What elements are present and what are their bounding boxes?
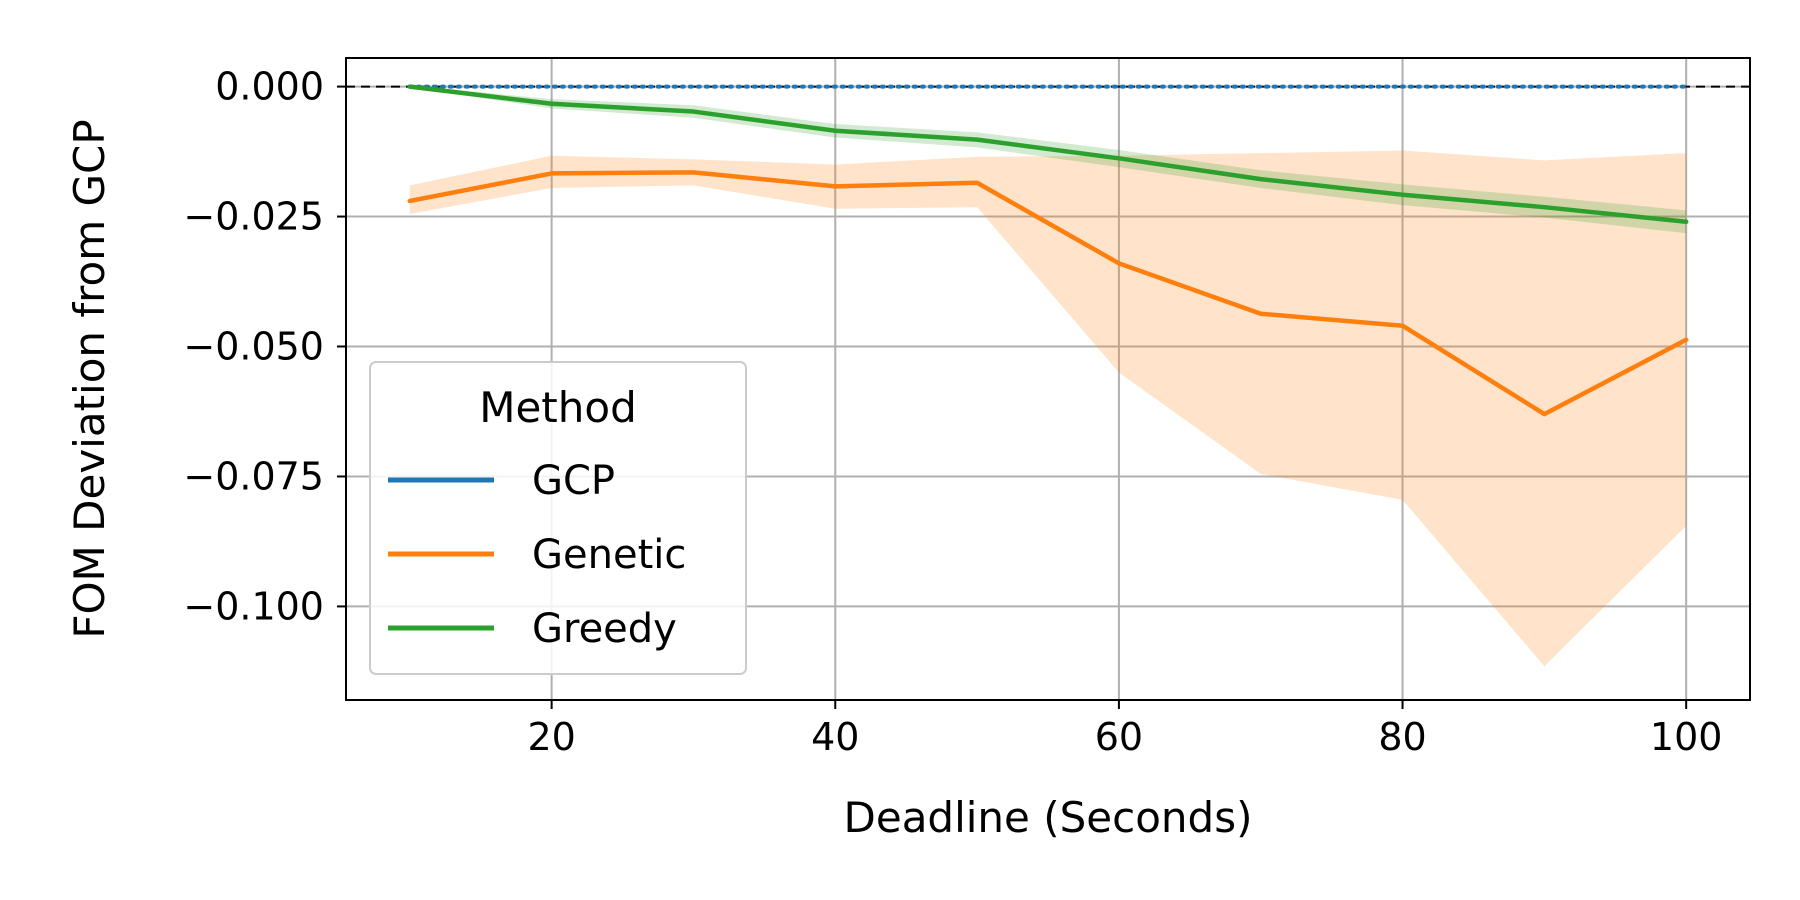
y-tick-label: −0.050 [183,325,324,369]
x-tick-label: 100 [1650,715,1723,759]
legend-box [369,361,747,675]
y-axis-ticks: 0.000 −0.025 −0.050 −0.075 −0.100 [183,65,346,628]
x-tick-label: 60 [1095,715,1143,759]
x-tick-label: 40 [811,715,859,759]
x-axis-label: Deadline (Seconds) [844,793,1253,842]
legend-label-gcp: GCP [532,458,615,504]
genetic-band [409,150,1687,667]
legend-label-genetic: Genetic [532,532,686,578]
x-tick-label: 80 [1378,715,1426,759]
y-tick-label: 0.000 [215,65,324,109]
series-lines [407,84,1689,417]
legend-title: Method [479,383,637,432]
x-axis-ticks: 20 40 60 80 100 [527,700,1722,759]
genetic-line [407,170,1689,417]
x-tick-label: 20 [527,715,575,759]
legend-entries: GCP Genetic Greedy [388,458,686,652]
y-tick-label: −0.075 [183,454,324,498]
legend-label-greedy: Greedy [532,606,677,652]
legend: Method GCP Genetic Greedy [369,361,747,675]
plot-frame [345,57,1751,701]
greedy-band [409,85,1687,234]
y-tick-label: −0.025 [183,195,324,239]
confidence-bands [409,85,1687,667]
y-axis-label: FOM Deviation from GCP [65,119,114,638]
greedy-line [407,84,1689,224]
y-tick-label: −0.100 [183,584,324,628]
